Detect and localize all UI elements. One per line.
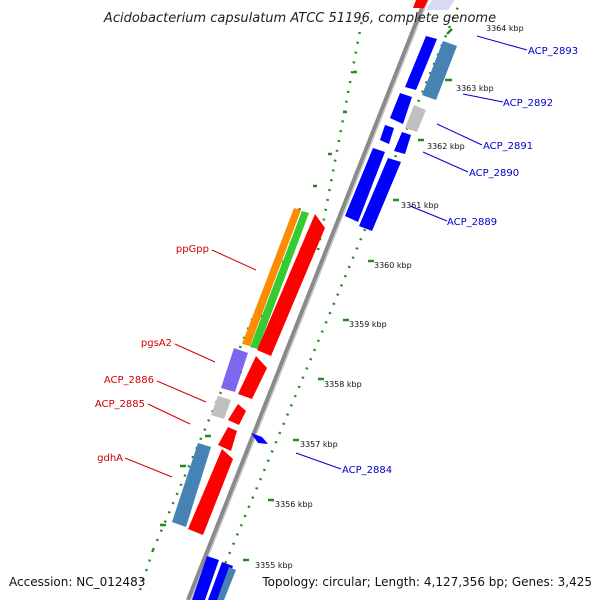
right-connectors <box>295 35 528 470</box>
gene-label-acp2893[interactable]: ACP_2893 <box>528 46 578 57</box>
gene-feature-top-red <box>413 0 428 8</box>
gene-feature-gdha <box>188 449 233 535</box>
gene-label-acp2886[interactable]: ACP_2886 <box>104 375 154 386</box>
gene-label-acp2891[interactable]: ACP_2891 <box>483 141 533 152</box>
gene-feature-ppgpp <box>257 214 325 356</box>
map-title: Acidobacterium capsulatum ATCC 51196, co… <box>103 11 496 26</box>
backbone-shadow <box>190 0 429 600</box>
left-connectors <box>124 249 257 478</box>
gene-feature-acp2891-a <box>380 125 394 144</box>
tick-label: 3355 kbp <box>255 561 293 570</box>
tick-label: 3362 kbp <box>427 142 465 151</box>
gene-feature-pgsa2-red <box>238 356 267 399</box>
gene-feature-acp2891-b <box>394 132 411 154</box>
tick-label: 3360 kbp <box>374 261 412 270</box>
gene-label-acp2885[interactable]: ACP_2885 <box>95 399 145 410</box>
gene-feature-bottom-blue-a <box>192 556 219 600</box>
tick-label: 3364 kbp <box>486 24 524 33</box>
gene-feature-orange <box>242 208 301 346</box>
gene-label-gdha[interactable]: gdhA <box>97 453 123 464</box>
gene-label-acp2892[interactable]: ACP_2892 <box>503 98 553 109</box>
gene-label-pgsa2[interactable]: pgsA2 <box>141 338 172 349</box>
left-dotted-guide-lower <box>138 549 155 591</box>
gene-feature-acp2884 <box>251 433 268 444</box>
tick-label: 3363 kbp <box>456 84 494 93</box>
gene-label-acp2889[interactable]: ACP_2889 <box>447 217 497 228</box>
gene-label-ppgpp[interactable]: ppGpp <box>176 244 209 255</box>
tick-label: 3357 kbp <box>300 440 338 449</box>
genome-summary-text: Topology: circular; Length: 4,127,356 bp… <box>261 575 592 589</box>
gene-feature-acp2892 <box>390 93 412 124</box>
gene-feature-bottom-blue-b <box>208 562 233 600</box>
tick-label: 3361 kbp <box>401 201 439 210</box>
gene-feature-acp2890 <box>345 148 385 222</box>
tick-label: 3356 kbp <box>275 500 313 509</box>
genome-backbone <box>186 0 427 600</box>
right-dotted-guide <box>208 1 462 600</box>
gene-feature-pgsa2 <box>221 348 248 392</box>
gene-feature-acp2892-gray <box>405 105 426 132</box>
gene-feature-top-gray <box>426 0 455 10</box>
tick-label: 3358 kbp <box>324 380 362 389</box>
gene-feature-green <box>250 211 309 349</box>
tick-label: 3359 kbp <box>349 320 387 329</box>
gene-feature-acp2893-a <box>405 36 437 90</box>
gene-feature-acp2885-b <box>218 427 237 451</box>
gene-feature-bottom-lightblue <box>217 567 236 600</box>
gene-feature-acp2886 <box>211 396 231 419</box>
gene-feature-acp2889 <box>359 158 401 231</box>
gene-label-acp2890[interactable]: ACP_2890 <box>469 168 519 179</box>
gene-feature-acp2885 <box>228 404 246 425</box>
gene-label-acp2884[interactable]: ACP_2884 <box>342 465 392 476</box>
gene-feature-gdha-blue <box>172 443 211 527</box>
accession-text: Accession: NC_012483 <box>9 575 145 589</box>
gene-feature-acp2893-b <box>422 41 457 100</box>
tick-marks <box>160 28 453 562</box>
